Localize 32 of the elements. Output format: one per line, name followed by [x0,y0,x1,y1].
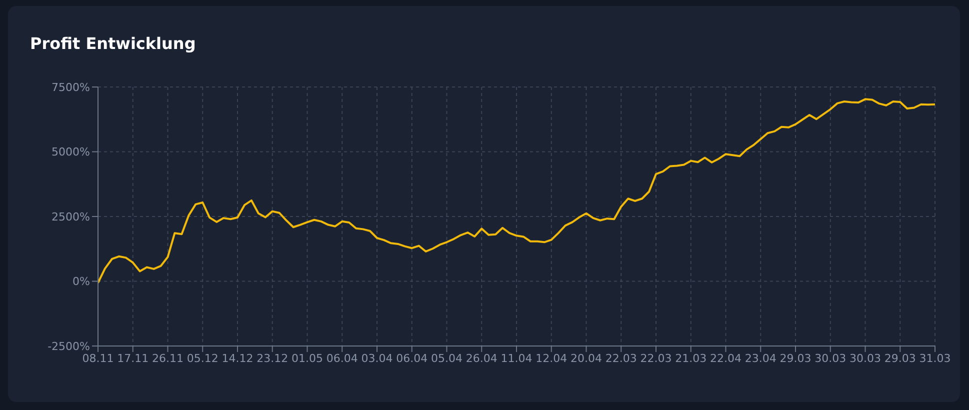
x-tick-label: 22.04 [710,352,742,365]
x-tick-label: 20.04 [570,352,602,365]
x-tick-label: 29.03 [780,352,812,365]
y-tick-label: 0% [72,275,90,288]
x-tick-label: 06.04 [396,352,428,365]
x-tick-label: 26.11 [152,352,184,365]
y-tick-label: 2500% [52,210,90,224]
x-tick-label: 01.05 [292,352,323,365]
x-tick-label: 14.12 [222,352,254,365]
x-tick-label: 21.03 [675,352,707,365]
x-tick-label: 23.04 [744,352,776,365]
x-tick-label: 30.03 [850,352,881,365]
x-tick-label: 23.12 [256,352,288,365]
x-tick-label: 30.03 [814,352,846,365]
y-tick-label: 7500% [52,80,90,94]
x-tick-label: 26.04 [466,352,498,365]
line-series [98,98,935,284]
y-tick-label: 5000% [52,146,90,159]
chart-title: Profit Entwicklung [30,34,196,53]
x-tick-label: 29.03 [884,352,916,365]
x-tick-label: 12.04 [536,352,568,365]
x-tick-label: 05.04 [431,352,462,365]
x-tick-label: 22.03 [605,352,637,365]
x-tick-label: 22.03 [640,352,672,365]
x-tick-label: 08.11 [82,352,114,365]
x-tick-label: 31.03 [919,352,951,365]
x-tick-label: 06.04 [326,352,358,365]
x-tick-label: 05.12 [186,352,218,365]
y-tick-label: -2500% [48,340,90,353]
x-tick-label: 11.04 [500,352,532,365]
x-tick-label: 17.11 [117,352,149,365]
x-tick-label: 03.04 [361,352,393,365]
